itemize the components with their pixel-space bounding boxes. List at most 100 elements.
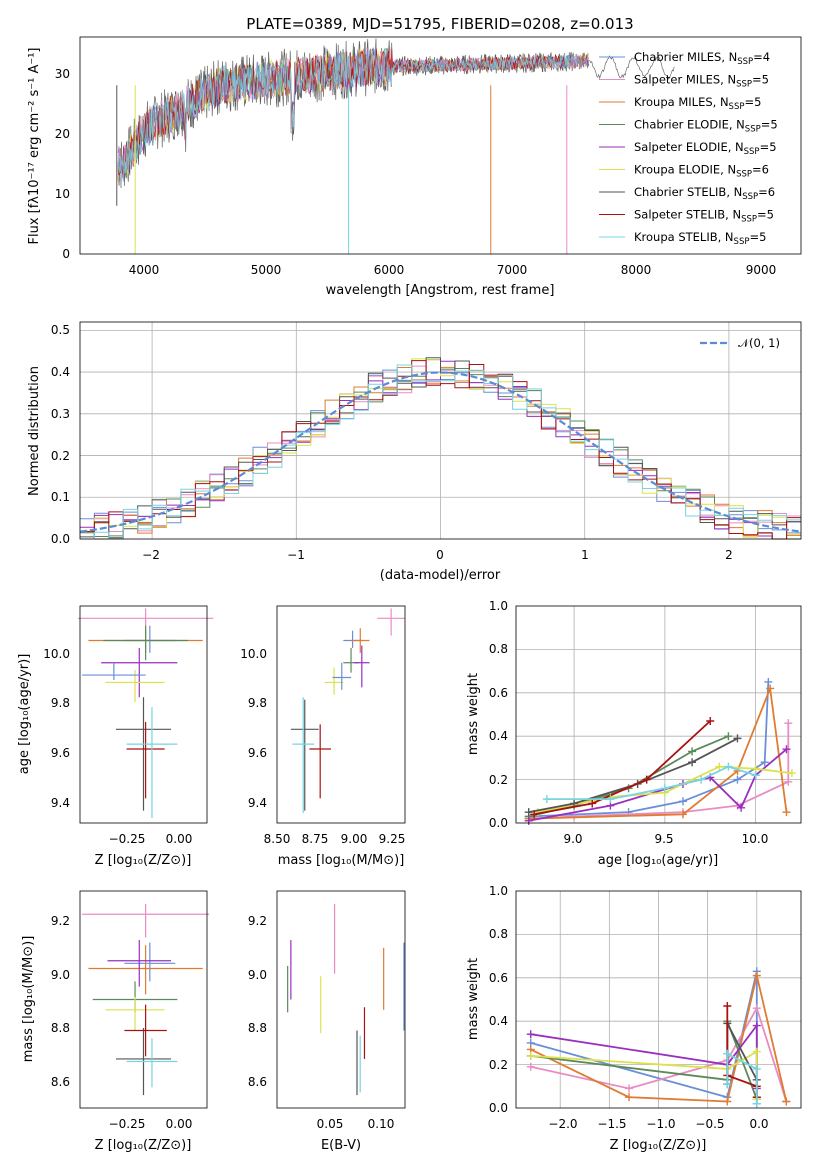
mass-vs-ebv-ytick: 8.8 [248, 1021, 267, 1035]
mass-weight-marker [706, 717, 715, 726]
mass-weight-marker [530, 810, 539, 819]
mass-vs-Z-ytick: 9.2 [51, 914, 70, 928]
mass-weight-marker [766, 684, 775, 693]
spectrum-line [588, 55, 675, 80]
mass-weight-marker [782, 1097, 791, 1106]
weight-vs-age-xtick: 9.0 [563, 832, 582, 846]
spectrum-legend-value: =5 [761, 118, 778, 132]
mass-weight-marker [787, 769, 796, 778]
age-vs-Z-frame [79, 605, 208, 824]
spectrum-legend-name: Chabrier MILES, N [634, 50, 737, 64]
residual-xlabel: (data-model)/error [380, 568, 501, 583]
weight-vs-Z-lines [526, 967, 791, 1108]
spectrum-title: PLATE=0389, MJD=51795, FIBERID=0208, z=0… [246, 15, 633, 33]
weight-vs-Z-frame [515, 890, 802, 1109]
mass-vs-ebv-xtick: 0.05 [317, 1117, 344, 1131]
mass-weight-marker [697, 775, 706, 784]
spectrum-legend-sub: SSP [736, 80, 752, 90]
residual-xtick: 2 [725, 548, 733, 562]
spectrum-line [117, 47, 589, 181]
spectrum-legend-label: Chabrier MILES, NSSP=4 [634, 50, 770, 67]
spectrum-xticks: 4000 5000 6000 7000 8000 9000 [129, 263, 777, 277]
spectrum-legend-name: Salpeter ELODIE, N [634, 140, 744, 154]
spectrum-xtick: 4000 [129, 263, 160, 277]
age-vs-Z-xtick: 0.00 [166, 832, 193, 846]
spectrum-ytick: 30 [55, 67, 70, 81]
mass-weight-marker [679, 797, 688, 806]
spectrum-legend-sub: SSP [737, 57, 753, 67]
spectrum-frame [79, 36, 802, 255]
weight-vs-Z-ytick: 0.0 [489, 1101, 508, 1115]
age-vs-mass-panel: 8.50 8.75 9.00 9.25 9.4 9.6 9.8 10.0 mas… [240, 605, 406, 868]
mass-vs-Z-xtick: −0.25 [109, 1117, 146, 1131]
residual-panel: −2 −1 0 1 2 0.0 0.1 0.2 0.3 0.4 0.5 (dat… [27, 321, 802, 583]
residual-histograms [80, 357, 801, 540]
mass-weight-marker [752, 1099, 761, 1108]
mass-vs-ebv-ytick: 9.0 [248, 968, 267, 982]
weight-vs-Z-xtick: −1.0 [646, 1117, 675, 1131]
spectrum-legend-label: Chabrier ELODIE, NSSP=5 [634, 118, 778, 135]
mass-vs-ebv-ytick: 9.2 [248, 914, 267, 928]
weight-vs-age-ytick: 1.0 [489, 599, 508, 613]
mass-weight-marker [526, 1051, 535, 1060]
weight-vs-Z-ytick: 0.8 [489, 927, 508, 941]
weight-vs-age-panel: 9.0 9.5 10.0 0.0 0.2 0.4 0.6 0.8 1.0 age… [466, 599, 802, 868]
mass-vs-ebv-xtick: 0.10 [368, 1117, 395, 1131]
mass-weight-marker [679, 810, 688, 819]
residual-ytick: 0.1 [51, 490, 70, 504]
age-vs-mass-ytick: 9.8 [248, 696, 267, 710]
mass-weight-marker [688, 747, 697, 756]
spectrum-legend-sub: SSP [736, 170, 752, 180]
spectrum-line [117, 48, 565, 176]
age-vs-Z-ytick: 9.4 [51, 796, 70, 810]
weight-vs-age-grid [516, 606, 801, 823]
mass-weight-line [528, 737, 738, 813]
weight-vs-Z-xtick: 0.0 [749, 1117, 768, 1131]
age-vs-mass-xtick: 9.00 [341, 832, 368, 846]
age-vs-mass-ytick: 9.4 [248, 796, 267, 810]
weight-vs-age-ytick: 0.8 [489, 642, 508, 656]
weight-vs-age-xtick: 9.5 [654, 832, 673, 846]
mass-weight-line [528, 681, 770, 818]
mass-vs-ebv-ytick: 8.6 [248, 1075, 267, 1089]
mass-vs-ebv-panel: 0.05 0.10 8.6 8.8 9.0 9.2 E(B-V) [248, 890, 406, 1153]
mass-vs-Z-xtick: 0.00 [166, 1117, 193, 1131]
spectrum-legend-sub: SSP [729, 102, 745, 112]
weight-vs-Z-ytick: 0.6 [489, 971, 508, 985]
mass-weight-marker [752, 1021, 761, 1030]
spectrum-legend-value: =4 [753, 50, 770, 64]
age-vs-mass-errorbars [290, 608, 405, 814]
age-vs-mass-xtick: 8.75 [302, 832, 329, 846]
mass-weight-marker [642, 775, 651, 784]
weight-vs-Z-xlabel: Z [log₁₀(Z/Z⊙)] [610, 1138, 707, 1153]
spectrum-ytick: 20 [55, 127, 70, 141]
mass-vs-ebv-xlabel: E(B-V) [321, 1138, 361, 1153]
spectrum-legend-sub: SSP [742, 192, 758, 202]
weight-vs-Z-ytick: 0.2 [489, 1058, 508, 1072]
spectrum-legend-name: Chabrier ELODIE, N [634, 118, 745, 132]
age-vs-Z-ylabel: age [log₁₀(age/yr)] [17, 654, 32, 775]
mass-weight-line [726, 1052, 758, 1104]
weight-vs-age-xlabel: age [log₁₀(age/yr)] [598, 853, 719, 868]
weight-vs-age-ytick: 0.4 [489, 729, 508, 743]
weight-vs-age-lines [524, 677, 796, 825]
gaussian-legend-label: 𝒩(0, 1) [738, 336, 780, 350]
mass-weight-marker [782, 745, 791, 754]
residual-frame [79, 321, 802, 540]
spectrum-line [117, 47, 577, 183]
mass-weight-marker [588, 799, 597, 808]
spectrum-legend-name: Kroupa ELODIE, N [634, 163, 736, 177]
mass-weight-marker [723, 1002, 732, 1011]
weight-vs-Z-ytick: 1.0 [489, 884, 508, 898]
weight-vs-age-ytick: 0.2 [489, 773, 508, 787]
mass-weight-marker [737, 803, 746, 812]
spectrum-lines [116, 38, 675, 254]
spectrum-legend-value: =5 [744, 95, 761, 109]
spectrum-legend-sub: SSP [741, 215, 757, 225]
residual-histogram [80, 360, 801, 540]
weight-vs-Z-ylabel: mass weight [466, 958, 481, 1040]
spectrum-legend-value: =5 [757, 208, 774, 222]
mass-weight-marker [733, 775, 742, 784]
residual-ytick: 0.3 [51, 407, 70, 421]
